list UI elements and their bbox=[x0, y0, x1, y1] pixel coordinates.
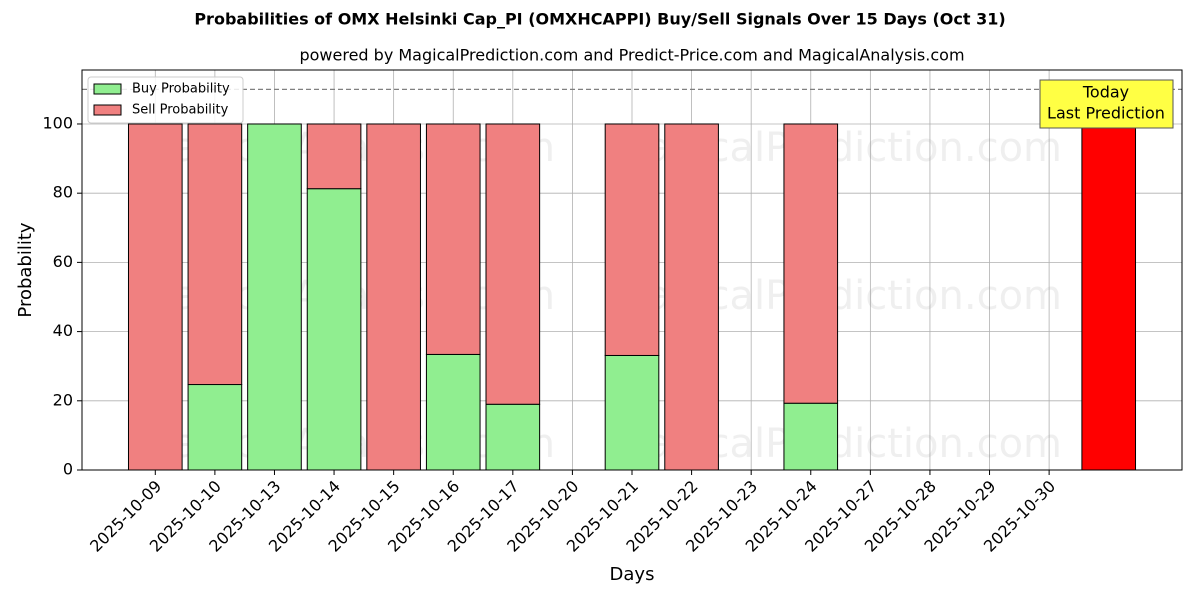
bar bbox=[485, 123, 541, 405]
bar bbox=[306, 123, 362, 190]
annotation-text: Last Prediction bbox=[1047, 104, 1165, 123]
y-tick-label: 40 bbox=[53, 321, 73, 340]
plot-frame bbox=[81, 69, 1183, 471]
y-tick-label: 60 bbox=[53, 252, 73, 271]
bar bbox=[783, 123, 839, 404]
bar bbox=[366, 123, 421, 471]
y-axis-label: Probability bbox=[15, 222, 36, 317]
bar bbox=[604, 354, 660, 471]
legend-label: Buy Probability bbox=[132, 82, 230, 97]
bar bbox=[485, 403, 541, 471]
bar bbox=[604, 123, 660, 356]
bar bbox=[127, 123, 183, 471]
chart-title: Probabilities of OMX Helsinki Cap_PI (OM… bbox=[194, 10, 1005, 29]
x-axis-label: Days bbox=[610, 564, 655, 585]
chart-subtitle: powered by MagicalPrediction.com and Pre… bbox=[299, 46, 964, 65]
legend: Buy Probability Sell Probability bbox=[87, 76, 244, 124]
bar bbox=[425, 123, 481, 355]
y-tick-label: 100 bbox=[42, 113, 73, 132]
bar bbox=[783, 402, 839, 471]
legend-swatch bbox=[93, 83, 122, 95]
legend-label: Sell Probability bbox=[132, 103, 229, 118]
annotation-text: Today bbox=[1082, 83, 1129, 102]
annotation-box bbox=[1039, 79, 1174, 129]
y-tick-label: 20 bbox=[53, 390, 73, 409]
legend-swatch bbox=[93, 104, 122, 116]
bar bbox=[1081, 123, 1137, 471]
y-tick-label: 80 bbox=[53, 183, 73, 202]
bar bbox=[425, 353, 481, 471]
bar bbox=[187, 384, 243, 471]
bar bbox=[306, 188, 362, 471]
bar bbox=[664, 123, 719, 471]
bar bbox=[247, 123, 302, 471]
legend-box bbox=[87, 76, 244, 124]
y-tick-label: 0 bbox=[63, 460, 73, 479]
bar bbox=[187, 123, 243, 386]
